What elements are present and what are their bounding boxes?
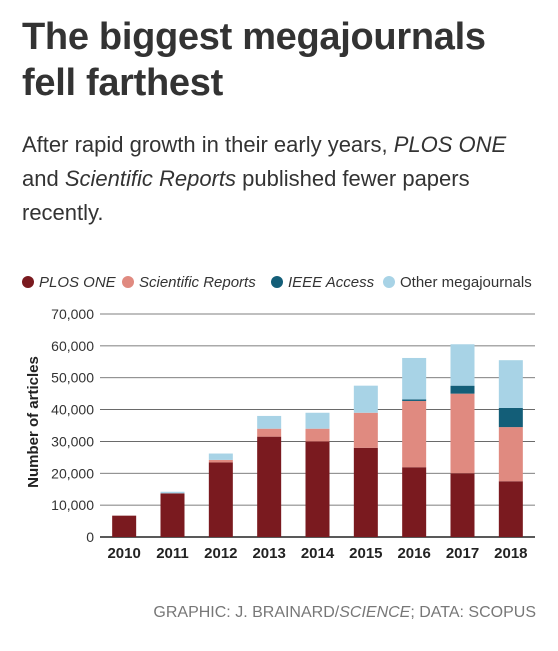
subtitle-journal-1: PLOS ONE (393, 132, 507, 157)
y-tick-label: 70,000 (51, 306, 94, 322)
x-tick-label: 2018 (494, 545, 527, 562)
bar-segment-ieee-access-2018 (498, 407, 523, 428)
bar-segment-scientific-reports-2016 (402, 400, 427, 468)
y-tick-label: 40,000 (51, 402, 94, 418)
subtitle-text-3: published fewer papers recently. (22, 166, 470, 225)
legend-swatch-other-megajournals (383, 276, 395, 288)
bar-segment-other-megajournals-2014 (305, 412, 330, 429)
chart-subtitle: After rapid growth in their early years,… (22, 128, 542, 230)
bar-segment-other-megajournals-2017 (450, 344, 475, 386)
subtitle-text-1: After rapid growth in their early years, (22, 132, 394, 157)
x-tick-label: 2010 (107, 545, 140, 562)
credit-prefix: GRAPHIC: J. BRAINARD/ (153, 604, 340, 621)
chart-title: The biggest megajournals fell farthest (22, 16, 486, 104)
bar-segment-scientific-reports-2013 (257, 428, 282, 437)
x-tick-label: 2011 (156, 545, 189, 562)
bar-segment-scientific-reports-2012 (208, 459, 233, 463)
legend-label-scientific-reports: Scientific Reports (139, 274, 256, 291)
bar-segment-scientific-reports-2014 (305, 428, 330, 442)
bar-segment-other-megajournals-2015 (353, 385, 378, 413)
y-tick-label: 0 (86, 529, 94, 545)
bar-segment-ieee-access-2017 (450, 385, 475, 394)
y-tick-label: 60,000 (51, 338, 94, 354)
bar-segment-plos-one-2015 (353, 447, 378, 537)
bar-segment-plos-one-2017 (450, 473, 475, 537)
bar-segment-plos-one-2016 (402, 467, 427, 537)
bar-segment-plos-one-2010 (112, 515, 137, 537)
legend-item-other-megajournals: Other megajournals (383, 272, 532, 294)
bar-segment-plos-one-2013 (257, 436, 282, 537)
legend-swatch-ieee-access (271, 276, 283, 288)
bar-segment-scientific-reports-2018 (498, 427, 523, 482)
legend-label-ieee-access: IEEE Access (288, 274, 375, 291)
y-axis-tick-labels: 0 10,000 20,000 30,000 40,000 50,000 60,000 70,… (51, 306, 94, 545)
bar-segment-ieee-access-2016 (402, 399, 427, 401)
bar-segment-plos-one-2018 (498, 481, 523, 537)
bar-segment-other-megajournals-2018 (498, 360, 523, 408)
chart-bars (112, 344, 523, 537)
legend-label-other-megajournals: Other megajournals (400, 274, 532, 291)
bar-segment-scientific-reports-2015 (353, 412, 378, 448)
bar-segment-plos-one-2011 (160, 493, 185, 537)
x-axis-tick-labels: 2010 2011 2012 2013 2014 2015 2016 2017 2018 (107, 545, 527, 562)
subtitle-text-2: and (22, 166, 65, 191)
bar-segment-plos-one-2012 (208, 462, 233, 537)
legend-item-ieee-access: IEEE Access (271, 272, 374, 294)
x-tick-label: 2014 (301, 545, 335, 562)
chart-credit: GRAPHIC: J. BRAINARD/SCIENCE; DATA: SCOP… (153, 604, 536, 622)
y-tick-label: 50,000 (51, 370, 94, 386)
y-tick-label: 30,000 (51, 433, 94, 449)
credit-suffix: ; DATA: SCOPUS (410, 604, 536, 621)
stacked-bar-chart: 0 10,000 20,000 30,000 40,000 50,000 60,000 70,… (25, 306, 535, 562)
bar-segment-plos-one-2014 (305, 441, 330, 537)
subtitle-journal-2: Scientific Reports (64, 166, 237, 191)
legend-swatch-scientific-reports (122, 276, 134, 288)
y-tick-label: 10,000 (51, 497, 94, 513)
legend-label-plos-one: PLOS ONE (39, 274, 116, 291)
x-tick-label: 2013 (252, 545, 285, 562)
bar-segment-other-megajournals-2012 (208, 453, 233, 460)
bar-segment-scientific-reports-2017 (450, 393, 475, 474)
bar-segment-other-megajournals-2011 (160, 491, 185, 494)
y-tick-label: 20,000 (51, 465, 94, 481)
x-tick-label: 2015 (349, 545, 382, 562)
legend-swatch-plos-one (22, 276, 34, 288)
x-tick-label: 2016 (397, 545, 430, 562)
x-tick-label: 2012 (204, 545, 237, 562)
legend-item-plos-one: PLOS ONE (22, 272, 116, 294)
bar-segment-other-megajournals-2016 (402, 357, 427, 400)
credit-publication: SCIENCE (339, 604, 411, 621)
bar-segment-other-megajournals-2013 (257, 415, 282, 429)
x-tick-label: 2017 (446, 545, 479, 562)
legend-item-scientific-reports: Scientific Reports (122, 272, 256, 294)
y-axis-label: Number of articles (25, 356, 42, 488)
chart-legend: PLOS ONE Scientific Reports IEEE Access … (22, 272, 552, 294)
